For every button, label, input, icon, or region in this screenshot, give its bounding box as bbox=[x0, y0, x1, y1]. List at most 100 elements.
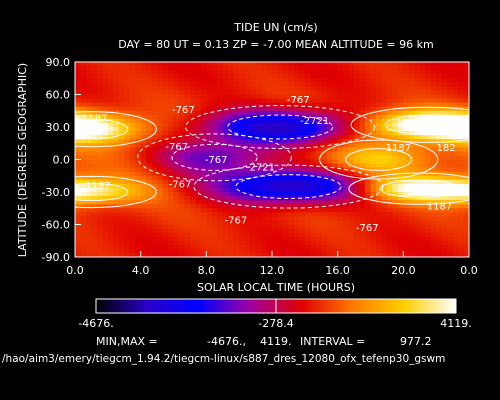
heatmap-cell bbox=[375, 240, 383, 246]
heatmap-cell bbox=[447, 82, 454, 87]
heatmap-cell bbox=[140, 252, 147, 257]
heatmap-cell bbox=[146, 204, 153, 209]
heatmap-cell bbox=[261, 127, 268, 132]
heatmap-cell bbox=[359, 127, 366, 132]
heatmap-cell bbox=[365, 135, 372, 140]
heatmap-cell bbox=[321, 244, 328, 250]
heatmap-cell bbox=[408, 90, 415, 96]
heatmap-cell bbox=[408, 204, 415, 209]
heatmap-cell bbox=[233, 139, 240, 144]
heatmap-cell bbox=[348, 98, 355, 104]
heatmap-cell bbox=[277, 135, 284, 140]
heatmap-cell bbox=[332, 175, 339, 181]
heatmap-cell bbox=[85, 147, 93, 152]
heatmap-cell bbox=[146, 240, 153, 246]
heatmap-cell bbox=[228, 187, 235, 193]
heatmap-cell bbox=[200, 74, 207, 79]
heatmap-cell bbox=[96, 200, 103, 205]
heatmap-cell bbox=[299, 86, 306, 92]
heatmap-cell bbox=[282, 155, 290, 161]
heatmap-cell bbox=[118, 192, 125, 197]
heatmap-cell bbox=[458, 155, 465, 161]
heatmap-cell bbox=[310, 212, 317, 217]
heatmap-cell bbox=[96, 224, 103, 230]
heatmap-cell bbox=[447, 102, 454, 108]
heatmap-cell bbox=[80, 200, 87, 205]
heatmap-cell bbox=[124, 66, 131, 71]
heatmap-cell bbox=[337, 252, 344, 257]
heatmap-cell bbox=[151, 135, 158, 140]
heatmap-cell bbox=[288, 70, 295, 75]
heatmap-cell bbox=[332, 110, 339, 116]
heatmap-cell bbox=[414, 244, 421, 250]
heatmap-cell bbox=[332, 135, 339, 140]
heatmap-cell bbox=[348, 82, 355, 87]
heatmap-cell bbox=[118, 94, 125, 100]
heatmap-cell bbox=[217, 118, 224, 124]
heatmap-cell bbox=[124, 224, 131, 230]
heatmap-cell bbox=[228, 131, 235, 136]
heatmap-cell bbox=[452, 86, 459, 92]
heatmap-cell bbox=[195, 244, 202, 250]
heatmap-cell bbox=[266, 183, 273, 189]
heatmap-cell bbox=[321, 200, 328, 205]
heatmap-cell bbox=[146, 192, 153, 197]
heatmap-cell bbox=[239, 74, 246, 79]
heatmap-cell bbox=[173, 163, 180, 169]
heatmap-cell bbox=[304, 122, 311, 128]
heatmap-cell bbox=[184, 90, 191, 96]
heatmap-cell bbox=[337, 208, 344, 213]
heatmap-cell bbox=[118, 216, 125, 222]
heatmap-cell bbox=[310, 151, 317, 157]
heatmap-cell bbox=[370, 78, 377, 83]
heatmap-cell bbox=[282, 252, 290, 257]
heatmap-cell bbox=[381, 94, 388, 100]
heatmap-cell bbox=[75, 187, 82, 193]
heatmap-cell bbox=[168, 167, 175, 173]
heatmap-cell bbox=[332, 102, 339, 108]
heatmap-cell bbox=[458, 236, 465, 242]
heatmap-cell bbox=[96, 82, 103, 87]
heatmap-cell bbox=[140, 196, 147, 201]
heatmap-cell bbox=[343, 252, 350, 257]
heatmap-cell bbox=[233, 204, 240, 209]
heatmap-cell bbox=[168, 70, 175, 75]
heatmap-cell bbox=[168, 139, 175, 144]
heatmap-cell bbox=[359, 200, 366, 205]
heatmap-cell bbox=[321, 151, 328, 157]
heatmap-cell bbox=[195, 224, 202, 230]
heatmap-cell bbox=[195, 196, 202, 201]
heatmap-cell bbox=[85, 248, 93, 254]
heatmap-cell bbox=[206, 216, 213, 222]
heatmap-cell bbox=[255, 147, 262, 152]
heatmap-cell bbox=[151, 232, 158, 238]
heatmap-cell bbox=[414, 192, 421, 197]
heatmap-cell bbox=[157, 179, 164, 185]
heatmap-cell bbox=[288, 62, 295, 67]
heatmap-cell bbox=[359, 86, 366, 92]
heatmap-cell bbox=[441, 220, 448, 226]
heatmap-cell bbox=[277, 208, 284, 213]
heatmap-cell bbox=[282, 200, 290, 205]
heatmap-cell bbox=[157, 220, 164, 226]
heatmap-cell bbox=[255, 139, 262, 144]
heatmap-cell bbox=[239, 167, 246, 173]
heatmap-cell bbox=[140, 167, 147, 173]
heatmap-cell bbox=[168, 147, 175, 152]
heatmap-cell bbox=[228, 208, 235, 213]
heatmap-cell bbox=[146, 151, 153, 157]
heatmap-cell bbox=[118, 179, 125, 185]
heatmap-cell bbox=[414, 204, 421, 209]
heatmap-cell bbox=[96, 122, 103, 128]
heatmap-cell bbox=[178, 122, 186, 128]
heatmap-cell bbox=[173, 151, 180, 157]
heatmap-cell bbox=[348, 244, 355, 250]
heatmap-cell bbox=[266, 228, 273, 234]
heatmap-cell bbox=[85, 110, 93, 116]
heatmap-cell bbox=[168, 236, 175, 242]
heatmap-cell bbox=[408, 244, 415, 250]
heatmap-cell bbox=[354, 98, 361, 104]
heatmap-cell bbox=[217, 244, 224, 250]
heatmap-cell bbox=[458, 127, 465, 132]
heatmap-cell bbox=[397, 94, 404, 100]
